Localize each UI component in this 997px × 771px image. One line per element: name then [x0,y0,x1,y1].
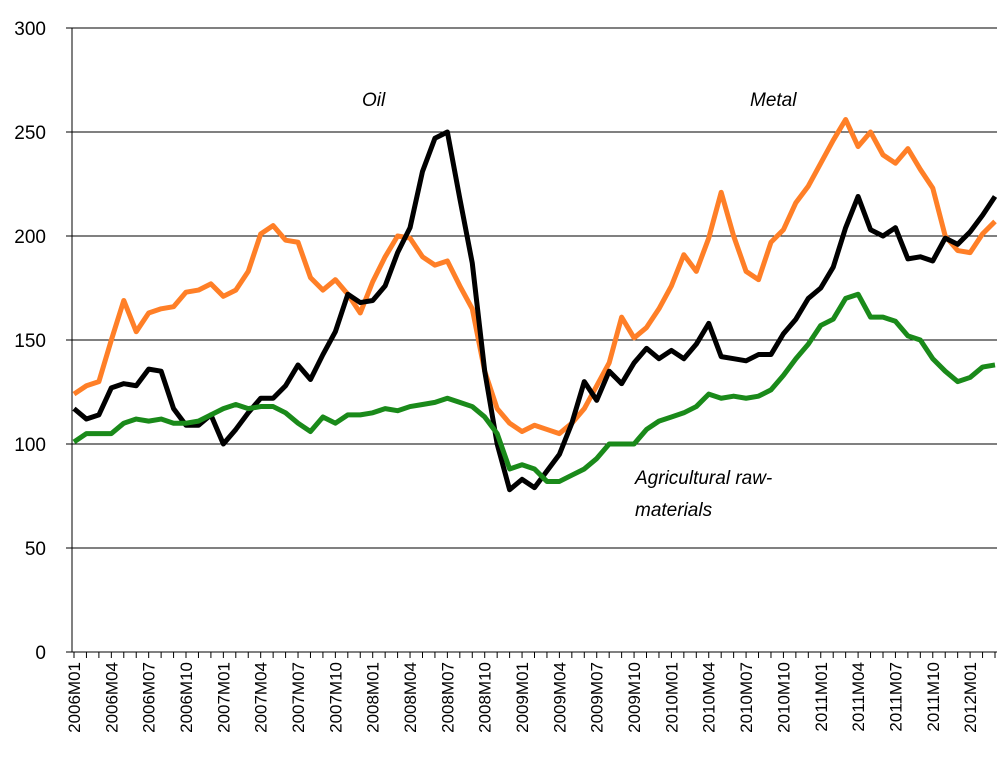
x-tick-label: 2006M01 [65,662,84,733]
x-tick-label: 2006M07 [140,662,159,733]
y-tick-label: 250 [14,123,46,144]
y-tick-label: 300 [14,19,46,40]
x-tick-label: 2009M10 [625,662,644,733]
annotation: Oil [362,90,386,111]
series-line [72,129,997,493]
x-tick-label: 2007M04 [252,662,271,733]
series-line [72,291,996,484]
y-tick-label: 100 [14,435,46,456]
x-tick-label: 2009M07 [588,662,607,733]
x-tick-label: 2010M04 [700,662,719,733]
annotation: Agricultural raw- [634,468,772,489]
series-line [72,117,997,437]
x-tick-label: 2011M10 [924,662,943,732]
annotation: materials [635,500,713,521]
y-tick-label: 200 [14,227,46,248]
y-tick-label: 0 [35,643,46,664]
x-tick-label: 2010M01 [662,662,681,733]
x-tick-label: 2009M01 [513,662,532,733]
x-tick-label: 2007M10 [326,662,345,733]
x-tick-label: 2011M07 [886,662,905,732]
annotation: Metal [750,90,797,111]
x-tick-label: 2008M04 [401,662,420,733]
x-tick-label: 2006M04 [102,662,121,733]
x-tick-label: 2008M07 [438,662,457,733]
x-tick-label: 2010M10 [774,662,793,733]
x-tick-label: 2006M10 [177,662,196,733]
x-tick-label: 2012M01 [961,662,980,733]
x-tick-label: 2011M04 [849,662,868,732]
y-tick-label: 150 [14,331,46,352]
x-tick-label: 2010M07 [737,662,756,733]
x-tick-label: 2011M01 [812,662,831,732]
y-tick-label: 50 [25,539,46,560]
x-tick-label: 2007M01 [214,662,233,733]
x-tick-label: 2008M10 [476,662,495,733]
x-tick-label: 2009M04 [550,662,569,733]
x-tick-label: 2008M01 [364,662,383,733]
x-tick-label: 2007M07 [289,662,308,733]
